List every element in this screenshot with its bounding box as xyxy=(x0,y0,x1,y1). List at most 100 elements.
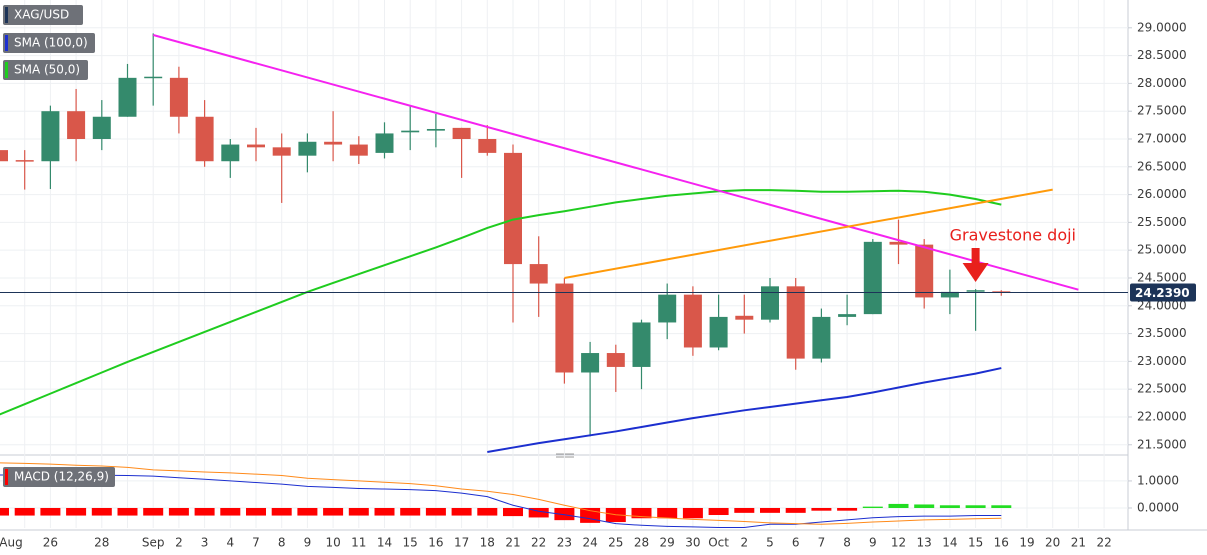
candle-body xyxy=(709,316,728,348)
candle-body xyxy=(15,160,34,162)
candle-body xyxy=(812,316,831,359)
legend-box xyxy=(3,33,95,53)
legend-swatch xyxy=(5,7,8,23)
trend-line xyxy=(564,188,1053,279)
panel-handle[interactable] xyxy=(556,453,574,458)
histogram-bar xyxy=(965,505,986,508)
histogram-bar xyxy=(657,507,678,519)
legend-entry[interactable]: XAG/USD xyxy=(3,5,83,25)
candle-body xyxy=(863,241,882,315)
annotation-arrow-head xyxy=(962,263,989,282)
candle-body xyxy=(838,314,857,317)
candle-body xyxy=(889,241,908,245)
legend-box xyxy=(3,467,115,487)
histogram-bar xyxy=(143,507,164,516)
histogram-bar xyxy=(117,507,138,516)
histogram-bar xyxy=(760,507,780,513)
macd-line xyxy=(0,474,1002,528)
x-tick-label: 12 xyxy=(891,536,906,550)
y-tick-label: 27.5000 xyxy=(1137,104,1187,118)
x-tick-label: 22 xyxy=(531,536,546,550)
x-tick-label: 29 xyxy=(660,536,675,550)
x-tick-label: 28 xyxy=(94,536,109,550)
histogram-bar xyxy=(785,507,806,513)
histogram-bar xyxy=(40,507,61,516)
candle-body xyxy=(247,144,265,148)
x-tick-label: 8 xyxy=(278,536,286,550)
x-tick-label: 4 xyxy=(226,536,234,550)
candle-body xyxy=(349,144,368,156)
candle-body xyxy=(118,77,137,117)
legend-label: MACD (12,26,9) xyxy=(14,470,109,484)
histogram-bar xyxy=(271,507,292,516)
histogram-bar xyxy=(66,507,87,516)
x-tick-label: 11 xyxy=(351,536,366,550)
x-tick-label: 5 xyxy=(766,536,774,550)
histogram-bar xyxy=(194,507,215,516)
x-tick-label: 16 xyxy=(994,536,1009,550)
y-tick-label: 0.0000 xyxy=(1137,500,1179,514)
x-tick-label: 28 xyxy=(634,536,649,550)
x-tick-label: 13 xyxy=(917,536,932,550)
legend-swatch xyxy=(5,35,8,51)
histogram-bar xyxy=(246,507,266,516)
x-tick-label: 22 xyxy=(1096,536,1111,550)
y-tick-label: 22.5000 xyxy=(1137,382,1187,396)
candle-body xyxy=(272,147,291,156)
legend-entry[interactable]: SMA (100,0) xyxy=(3,33,95,53)
x-tick-label: 30 xyxy=(685,536,700,550)
legend-label: XAG/USD xyxy=(14,8,69,22)
histogram-bar xyxy=(708,507,729,516)
candle-body xyxy=(606,353,625,367)
histogram-bar xyxy=(425,507,446,516)
histogram-bar xyxy=(220,507,241,516)
y-tick-label: 24.0000 xyxy=(1137,298,1187,312)
x-tick-label: 14 xyxy=(377,536,392,550)
candle-body xyxy=(555,283,574,373)
candle-body xyxy=(426,128,445,131)
candle-body xyxy=(529,264,548,284)
legend-entry[interactable]: SMA (50,0) xyxy=(3,60,88,80)
y-tick-label: 27.0000 xyxy=(1137,131,1187,145)
y-tick-label: 25.5000 xyxy=(1137,215,1187,229)
histogram-bar xyxy=(914,504,935,508)
x-tick-label: 24 xyxy=(582,536,597,550)
y-tick-label: 22.0000 xyxy=(1137,409,1187,423)
x-tick-label: 23 xyxy=(557,536,572,550)
legend-swatch xyxy=(5,469,8,485)
y-tick-label: 21.5000 xyxy=(1137,437,1187,451)
candle-body xyxy=(478,138,497,153)
candle-body xyxy=(169,77,188,117)
histogram-bar xyxy=(631,507,652,519)
x-tick-label: 20 xyxy=(1045,536,1060,550)
histogram-bar xyxy=(811,507,832,511)
x-tick-label: 9 xyxy=(304,536,312,550)
x-tick-label: 7 xyxy=(252,536,260,550)
histogram-bar xyxy=(734,507,755,513)
sma-line xyxy=(0,189,1002,416)
candle-body xyxy=(940,291,959,298)
legend-entry[interactable]: MACD (12,26,9) xyxy=(3,467,115,487)
y-tick-label: 25.0000 xyxy=(1137,243,1187,257)
x-tick-label: 2 xyxy=(175,536,183,550)
candle-body xyxy=(324,141,343,145)
annotation-arrow-shaft xyxy=(971,248,980,264)
histogram-bar xyxy=(348,507,369,516)
histogram-bar xyxy=(528,507,549,518)
y-tick-label: 23.0000 xyxy=(1137,354,1187,368)
last-price-label: 24.2390 xyxy=(1135,286,1190,300)
x-tick-label: 9 xyxy=(869,536,877,550)
candle-body xyxy=(581,353,600,373)
candle-body xyxy=(221,144,240,162)
y-tick-label: 26.5000 xyxy=(1137,159,1187,173)
candle-body xyxy=(41,111,60,162)
legend-box xyxy=(3,5,83,25)
candle-body xyxy=(195,116,214,162)
candle-body xyxy=(144,76,163,79)
histogram-bar xyxy=(862,506,883,508)
x-tick-label: 25 xyxy=(608,536,623,550)
candle-body xyxy=(92,116,111,139)
histogram-bar xyxy=(400,507,421,516)
histogram-bar xyxy=(0,507,9,516)
